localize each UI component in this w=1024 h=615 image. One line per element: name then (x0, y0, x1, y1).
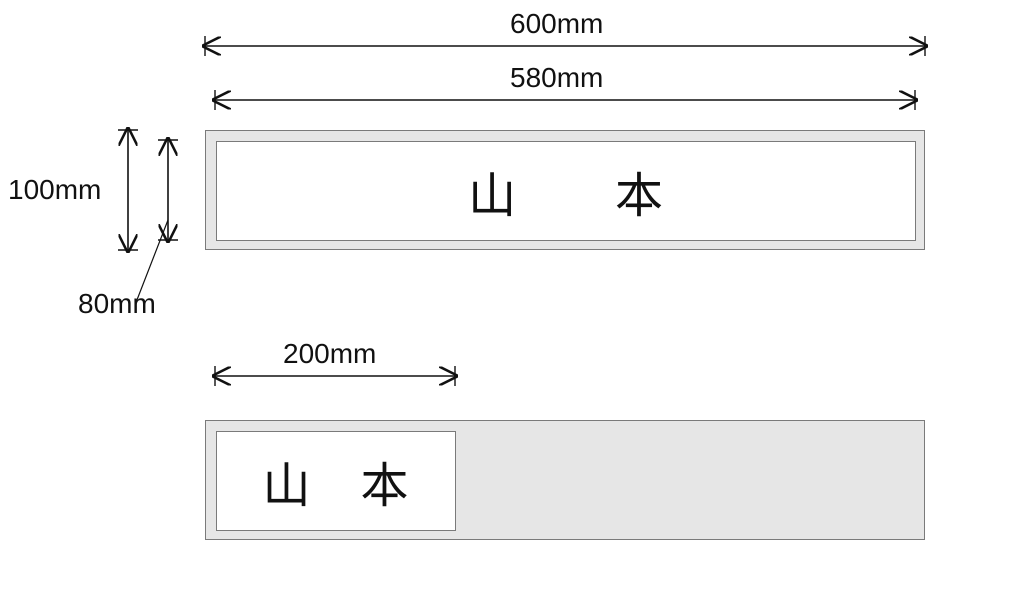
dim-label-inner-height: 80mm (78, 288, 156, 320)
dim-label-outer-height: 100mm (8, 174, 101, 206)
diagram-stage: 山 本 山 本 (0, 0, 1024, 615)
dim-label-small-width: 200mm (283, 338, 376, 370)
dim-label-outer-width: 600mm (510, 8, 603, 40)
dim-label-inner-width: 580mm (510, 62, 603, 94)
